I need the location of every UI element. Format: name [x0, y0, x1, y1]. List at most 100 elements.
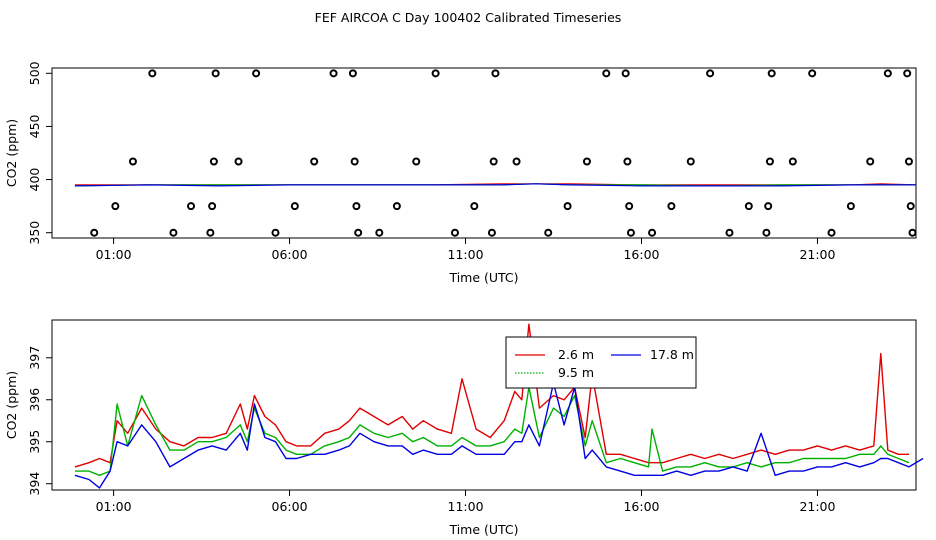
calibration-point: [765, 157, 774, 166]
calibration-point: [148, 69, 157, 78]
legend-label-2-6m: 2.6 m: [558, 347, 594, 362]
calibration-point: [744, 202, 753, 211]
calibration-point: [412, 157, 421, 166]
y-tick-label: 500: [27, 61, 42, 85]
x-tick-label: 06:00: [272, 499, 308, 514]
calibration-point: [111, 202, 120, 211]
calibration-point: [271, 228, 280, 237]
calibration-point: [354, 228, 363, 237]
series-line-9-5-m: [74, 386, 910, 476]
calibration-point: [487, 228, 496, 237]
chart-title: FEF AIRCOA C Day 100402 Calibrated Times…: [315, 10, 622, 25]
calibration-point: [128, 157, 137, 166]
plot-frame-top: [51, 67, 917, 239]
x-axis-label-top: Time (UTC): [448, 270, 518, 285]
series-line-2-6-m: [74, 323, 909, 468]
calibration-point: [906, 202, 915, 211]
calibration-point: [563, 202, 572, 211]
calibration-point: [211, 69, 220, 78]
calibration-point: [290, 202, 299, 211]
y-tick-label: 450: [27, 114, 42, 138]
series-line-17-8-m: [74, 382, 924, 489]
calibration-point: [725, 228, 734, 237]
calibration-point: [904, 157, 913, 166]
calibration-point: [686, 157, 695, 166]
calibration-point: [489, 157, 498, 166]
x-tick-label: 01:00: [96, 499, 132, 514]
legend-label-17-8m: 17.8 m: [650, 347, 694, 362]
x-tick-label: 21:00: [799, 247, 835, 262]
timeseries-lines: [74, 323, 924, 489]
calibration-point: [827, 228, 836, 237]
plot-frame-bottom: [51, 319, 917, 491]
calibration-point: [762, 228, 771, 237]
calibration-point: [352, 202, 361, 211]
x-tick-label: 21:00: [799, 499, 835, 514]
x-axis-bottom: 01:00 06:00 11:00 16:00 21:00: [96, 489, 836, 514]
calibration-point: [582, 157, 591, 166]
calibration-points: [90, 69, 917, 237]
calibration-point: [169, 228, 178, 237]
y-tick-label: 396: [27, 388, 42, 412]
y-axis-bottom: 394 395 396 397: [27, 346, 53, 496]
x-tick-label: 11:00: [448, 247, 484, 262]
timeseries-panel: 01:00 06:00 11:00 16:00 21:00 394 395 396 397 T…: [4, 319, 924, 537]
y-tick-label: 394: [27, 472, 42, 496]
calibration-point: [788, 157, 797, 166]
calibration-point: [208, 202, 217, 211]
calibration-point: [450, 228, 459, 237]
y-tick-label: 400: [27, 168, 42, 192]
calibration-point: [883, 69, 892, 78]
x-tick-label: 01:00: [96, 247, 132, 262]
calibration-point: [648, 228, 657, 237]
calibration-scatter-panel: 01:00 06:00 11:00 16:00 21:00 350 400 450 500 T…: [4, 61, 917, 285]
y-axis-top: 350 400 450 500: [27, 61, 53, 245]
calibration-point: [90, 228, 99, 237]
calibration-point: [621, 69, 630, 78]
calibration-point: [667, 202, 676, 211]
calibration-point: [808, 69, 817, 78]
top-series-lines: [74, 183, 917, 187]
calibration-point: [625, 202, 634, 211]
calibration-point: [767, 69, 776, 78]
x-tick-label: 16:00: [623, 247, 659, 262]
calibration-point: [431, 69, 440, 78]
calibration-point: [491, 69, 500, 78]
calibration-point: [908, 228, 917, 237]
calibration-point: [252, 69, 261, 78]
series-line-2: [74, 183, 916, 187]
calibration-point: [209, 157, 218, 166]
calibration-point: [512, 157, 521, 166]
calibration-point: [187, 202, 196, 211]
calibration-point: [706, 69, 715, 78]
y-axis-label-bottom: CO2 (ppm): [4, 371, 19, 439]
calibration-point: [375, 228, 384, 237]
calibration-point: [392, 202, 401, 211]
legend-box: [505, 336, 697, 389]
y-tick-label: 350: [27, 221, 42, 245]
legend: 2.6 m 9.5 m 17.8 m: [505, 336, 697, 389]
calibration-point: [903, 69, 912, 78]
calibration-point: [350, 157, 359, 166]
x-tick-label: 06:00: [272, 247, 308, 262]
calibration-point: [626, 228, 635, 237]
calibration-point: [234, 157, 243, 166]
y-axis-label-top: CO2 (ppm): [4, 119, 19, 187]
calibration-point: [470, 202, 479, 211]
calibration-point: [310, 157, 319, 166]
y-tick-label: 397: [27, 346, 42, 370]
calibration-point: [866, 157, 875, 166]
calibration-point: [623, 157, 632, 166]
x-tick-label: 16:00: [623, 499, 659, 514]
calibration-point: [602, 69, 611, 78]
legend-label-9-5m: 9.5 m: [558, 365, 594, 380]
calibration-point: [846, 202, 855, 211]
y-tick-label: 395: [27, 430, 42, 454]
x-tick-label: 11:00: [448, 499, 484, 514]
calibration-point: [764, 202, 773, 211]
x-axis-label-bottom: Time (UTC): [448, 522, 518, 537]
calibration-point: [544, 228, 553, 237]
calibration-point: [329, 69, 338, 78]
calibration-point: [348, 69, 357, 78]
